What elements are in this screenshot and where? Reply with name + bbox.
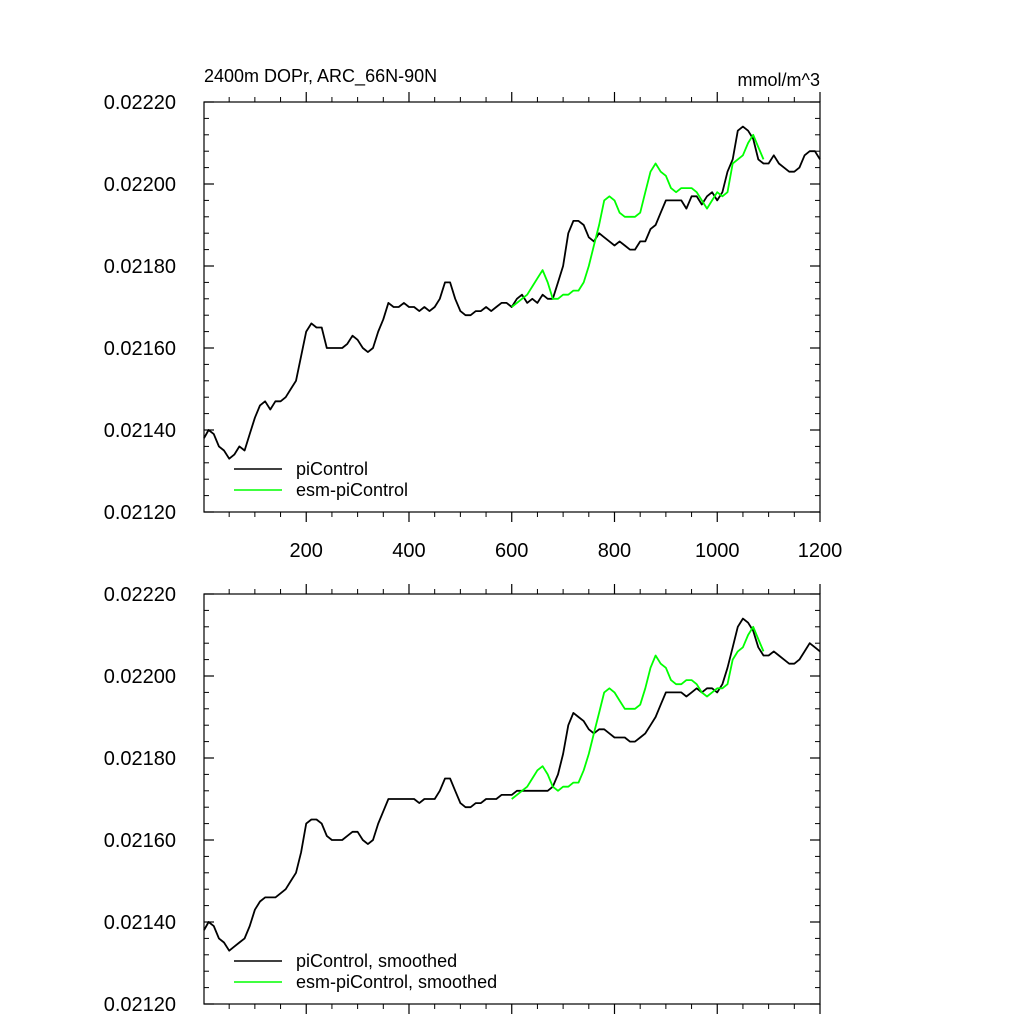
x-tick-label: 200 xyxy=(290,540,323,562)
y-tick-label: 0.02200 xyxy=(104,174,176,196)
legend: piControl esm-piControl xyxy=(234,459,408,500)
y-tick-label: 0.02140 xyxy=(104,912,176,934)
top-panel: 2400m DOPr, ARC_66N-90N mmol/m^3 0.02120… xyxy=(104,66,843,562)
y-tick-label: 0.02120 xyxy=(104,502,176,524)
y-tick-label: 0.02180 xyxy=(104,748,176,770)
bottom-panel: 0.02120 0.02140 0.02160 0.02180 0.02200 0.022… xyxy=(104,584,821,1016)
y-tick-label: 0.02120 xyxy=(104,994,176,1016)
legend-label-0: piControl, smoothed xyxy=(296,951,457,971)
series-line-0 xyxy=(203,617,821,952)
x-tick-label: 1000 xyxy=(695,540,740,562)
x-tick-label: 400 xyxy=(392,540,425,562)
y-tick-label: 0.02140 xyxy=(104,420,176,442)
legend: piControl, smoothed esm-piControl, smoot… xyxy=(234,951,497,992)
y-tick-label: 0.02160 xyxy=(104,830,176,852)
x-tick-label: 800 xyxy=(598,540,631,562)
legend-label-0: piControl xyxy=(296,459,368,479)
y-tick-label: 0.02180 xyxy=(104,256,176,278)
series-line-1 xyxy=(511,133,765,308)
axes: 0.02120 0.02140 0.02160 0.02180 0.02200 0.022… xyxy=(104,584,821,1016)
series-layer xyxy=(203,617,821,952)
x-tick-label: 600 xyxy=(495,540,528,562)
y-tick-label: 0.02220 xyxy=(104,92,176,114)
panel-title: 2400m DOPr, ARC_66N-90N xyxy=(204,66,437,87)
legend-label-1: esm-piControl, smoothed xyxy=(296,972,497,992)
units-label: mmol/m^3 xyxy=(738,70,820,90)
y-tick-label: 0.02200 xyxy=(104,666,176,688)
y-tick-label: 0.02220 xyxy=(104,584,176,606)
x-tick-label: 1200 xyxy=(798,540,843,562)
legend-label-1: esm-piControl xyxy=(296,480,408,500)
series-layer xyxy=(203,125,821,460)
y-tick-label: 0.02160 xyxy=(104,338,176,360)
series-line-1 xyxy=(511,625,765,800)
series-line-0 xyxy=(203,125,821,460)
axes: 0.02120 0.02140 0.02160 0.02180 0.02200 0.022… xyxy=(104,92,843,562)
